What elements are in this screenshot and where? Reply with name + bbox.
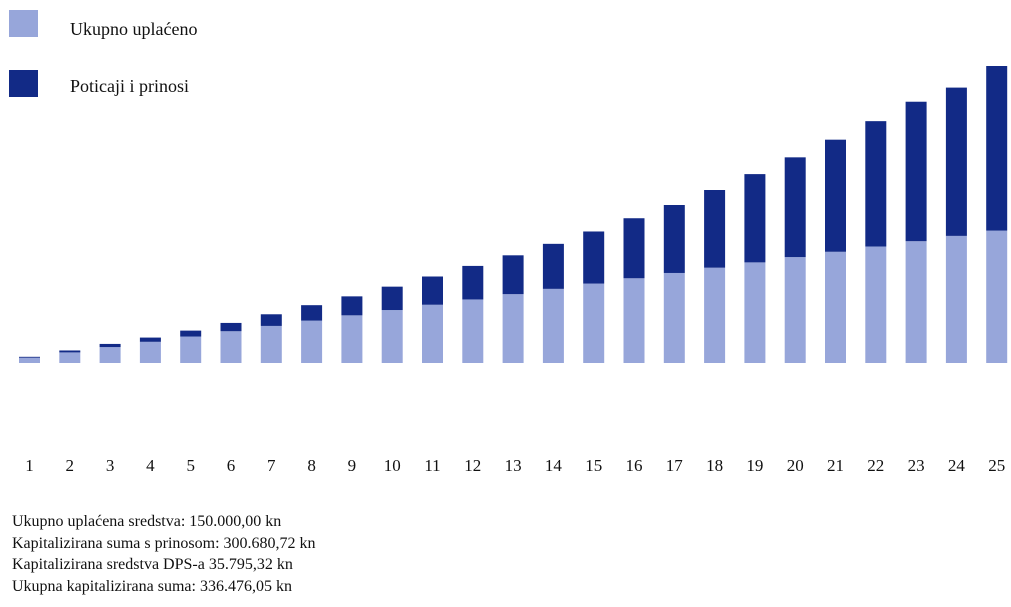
bar-ukupno-uplaceno-8 xyxy=(301,320,323,363)
bar-poticaji-i-prinosi-7 xyxy=(260,314,282,326)
bar-poticaji-i-prinosi-6 xyxy=(220,322,242,332)
bar-poticaji-i-prinosi-8 xyxy=(301,305,323,321)
bar-poticaji-i-prinosi-14 xyxy=(542,243,564,289)
summary-total-capitalized: Ukupna kapitalizirana suma: 336.476,05 k… xyxy=(12,577,292,595)
x-tick-label-5: 5 xyxy=(186,456,195,475)
bar-poticaji-i-prinosi-11 xyxy=(422,276,443,305)
x-tick-label-11: 11 xyxy=(424,456,440,475)
chart-legend: Ukupno uplaćeno Poticaji i prinosi xyxy=(9,10,197,97)
bar-ukupno-uplaceno-23 xyxy=(905,241,927,363)
x-tick-label-13: 13 xyxy=(505,456,522,475)
bar-ukupno-uplaceno-15 xyxy=(583,283,605,363)
bar-poticaji-i-prinosi-1 xyxy=(19,356,40,358)
bar-ukupno-uplaceno-24 xyxy=(945,235,967,363)
bar-ukupno-uplaceno-19 xyxy=(744,262,766,363)
x-tick-label-4: 4 xyxy=(146,456,155,475)
legend-swatch-poticaji-i-prinosi xyxy=(9,70,38,97)
x-tick-label-23: 23 xyxy=(908,456,925,475)
bar-ukupno-uplaceno-25 xyxy=(986,230,1008,363)
x-tick-label-16: 16 xyxy=(626,456,643,475)
bar-ukupno-uplaceno-18 xyxy=(704,267,726,363)
bar-poticaji-i-prinosi-5 xyxy=(180,330,202,337)
x-axis-ticks: 1 2 3 4 5 6 7 8 9 10 11 12 13 14 15 16 17 18 19 20 21 22 23 24 2… xyxy=(25,456,1005,475)
bar-ukupno-uplaceno-9 xyxy=(341,315,363,363)
bar-ukupno-uplaceno-22 xyxy=(865,246,887,363)
x-tick-label-21: 21 xyxy=(827,456,844,475)
x-tick-label-19: 19 xyxy=(746,456,763,475)
bar-poticaji-i-prinosi-4 xyxy=(139,337,161,342)
bar-ukupno-uplaceno-11 xyxy=(422,304,443,363)
x-tick-label-2: 2 xyxy=(66,456,75,475)
x-tick-label-25: 25 xyxy=(988,456,1005,475)
legend-swatch-ukupno-uplaceno xyxy=(9,10,38,37)
bar-poticaji-i-prinosi-24 xyxy=(945,87,967,236)
bar-ukupno-uplaceno-20 xyxy=(784,257,806,363)
x-tick-label-1: 1 xyxy=(25,456,34,475)
bar-ukupno-uplaceno-17 xyxy=(663,272,685,363)
bar-poticaji-i-prinosi-22 xyxy=(865,121,887,247)
bar-ukupno-uplaceno-6 xyxy=(220,331,242,363)
bar-ukupno-uplaceno-5 xyxy=(180,336,202,363)
x-tick-label-12: 12 xyxy=(464,456,481,475)
bar-ukupno-uplaceno-4 xyxy=(139,341,161,363)
bar-ukupno-uplaceno-21 xyxy=(825,251,846,363)
x-tick-label-20: 20 xyxy=(787,456,804,475)
bar-ukupno-uplaceno-7 xyxy=(260,325,282,363)
bar-poticaji-i-prinosi-12 xyxy=(462,265,484,300)
bar-ukupno-uplaceno-14 xyxy=(542,288,564,363)
bar-poticaji-i-prinosi-13 xyxy=(502,255,524,295)
x-tick-label-10: 10 xyxy=(384,456,401,475)
bar-ukupno-uplaceno-16 xyxy=(623,278,645,363)
bar-poticaji-i-prinosi-9 xyxy=(341,296,363,316)
bar-poticaji-i-prinosi-19 xyxy=(744,174,766,263)
x-tick-label-15: 15 xyxy=(585,456,602,475)
legend-label-poticaji-i-prinosi: Poticaji i prinosi xyxy=(70,76,189,96)
bar-group xyxy=(19,66,1008,363)
summary-capitalized-dps: Kapitalizirana sredstva DPS-a 35.795,32 … xyxy=(12,556,293,573)
x-tick-label-8: 8 xyxy=(307,456,316,475)
bar-ukupno-uplaceno-2 xyxy=(59,352,81,363)
bar-poticaji-i-prinosi-25 xyxy=(986,66,1008,231)
bar-ukupno-uplaceno-13 xyxy=(502,294,524,363)
bar-poticaji-i-prinosi-10 xyxy=(381,286,403,311)
bar-poticaji-i-prinosi-2 xyxy=(59,350,81,353)
bar-poticaji-i-prinosi-3 xyxy=(99,343,121,348)
x-tick-label-18: 18 xyxy=(706,456,723,475)
x-tick-label-3: 3 xyxy=(106,456,115,475)
bar-poticaji-i-prinosi-15 xyxy=(583,231,605,284)
summary-total-paid: Ukupno uplaćena sredstva: 150.000,00 kn xyxy=(12,513,282,530)
x-tick-label-22: 22 xyxy=(867,456,884,475)
bar-poticaji-i-prinosi-17 xyxy=(663,205,685,273)
bar-ukupno-uplaceno-1 xyxy=(19,357,40,363)
x-tick-label-14: 14 xyxy=(545,456,563,475)
x-tick-label-17: 17 xyxy=(666,456,684,475)
bar-poticaji-i-prinosi-23 xyxy=(905,101,927,242)
legend-label-ukupno-uplaceno: Ukupno uplaćeno xyxy=(70,19,197,39)
bar-ukupno-uplaceno-3 xyxy=(99,347,121,363)
summary-capitalized-with-returns: Kapitalizirana suma s prinosom: 300.680,… xyxy=(12,534,316,552)
savings-summary: Ukupno uplaćena sredstva: 150.000,00 kn … xyxy=(12,511,316,597)
x-tick-label-9: 9 xyxy=(348,456,357,475)
x-tick-label-7: 7 xyxy=(267,456,276,475)
bar-ukupno-uplaceno-10 xyxy=(381,310,403,363)
x-tick-label-24: 24 xyxy=(948,456,966,475)
bar-poticaji-i-prinosi-16 xyxy=(623,218,645,279)
bar-poticaji-i-prinosi-20 xyxy=(784,157,806,258)
bar-ukupno-uplaceno-12 xyxy=(462,299,484,363)
x-tick-label-6: 6 xyxy=(227,456,236,475)
bar-poticaji-i-prinosi-18 xyxy=(704,190,726,268)
bar-poticaji-i-prinosi-21 xyxy=(825,139,846,252)
